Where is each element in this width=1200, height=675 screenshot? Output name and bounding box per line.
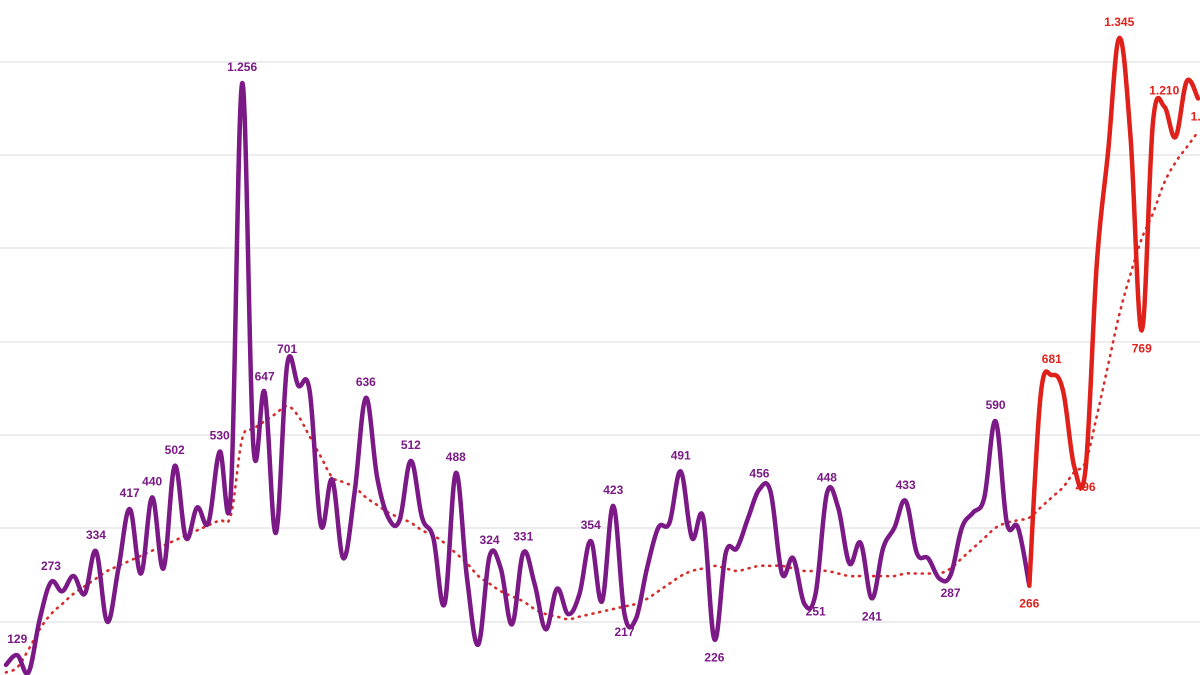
data-label: 331 (513, 530, 533, 544)
series-line-primary (3, 80, 1032, 675)
data-label: 502 (165, 443, 185, 457)
data-label: 701 (277, 342, 297, 356)
data-label: 590 (986, 398, 1006, 412)
data-label: 129 (7, 632, 27, 646)
data-label: 334 (86, 528, 106, 542)
data-label: 1.256 (227, 60, 257, 74)
data-label: 217 (614, 625, 634, 639)
data-label: 324 (480, 533, 500, 547)
data-label: 636 (356, 375, 376, 389)
data-label: 241 (862, 609, 882, 623)
data-label: 266 (1019, 597, 1039, 611)
data-label: 423 (603, 483, 623, 497)
data-label: 354 (581, 518, 601, 532)
data-label: 440 (142, 474, 162, 488)
data-label: 448 (817, 470, 837, 484)
data-label: 287 (941, 586, 961, 600)
data-label: 251 (806, 604, 826, 618)
data-label: 1.345 (1104, 15, 1134, 29)
data-label: 456 (749, 466, 769, 480)
data-label: 1.2 (1191, 109, 1200, 123)
data-label: 512 (401, 438, 421, 452)
series-line-group (3, 35, 1200, 675)
data-label: 226 (704, 650, 724, 664)
series-line-recent (1027, 35, 1200, 588)
data-label: 433 (896, 478, 916, 492)
data-label: 491 (671, 448, 691, 462)
data-label: 496 (1076, 480, 1096, 494)
data-label: 273 (41, 559, 61, 573)
data-label: 681 (1042, 352, 1062, 366)
data-label: 1.210 (1149, 84, 1179, 98)
data-label: 647 (255, 369, 275, 383)
data-label: 769 (1132, 341, 1152, 355)
gridlines (0, 61, 1200, 623)
data-label: 417 (120, 486, 140, 500)
data-label: 530 (210, 429, 230, 443)
data-label: 488 (446, 450, 466, 464)
